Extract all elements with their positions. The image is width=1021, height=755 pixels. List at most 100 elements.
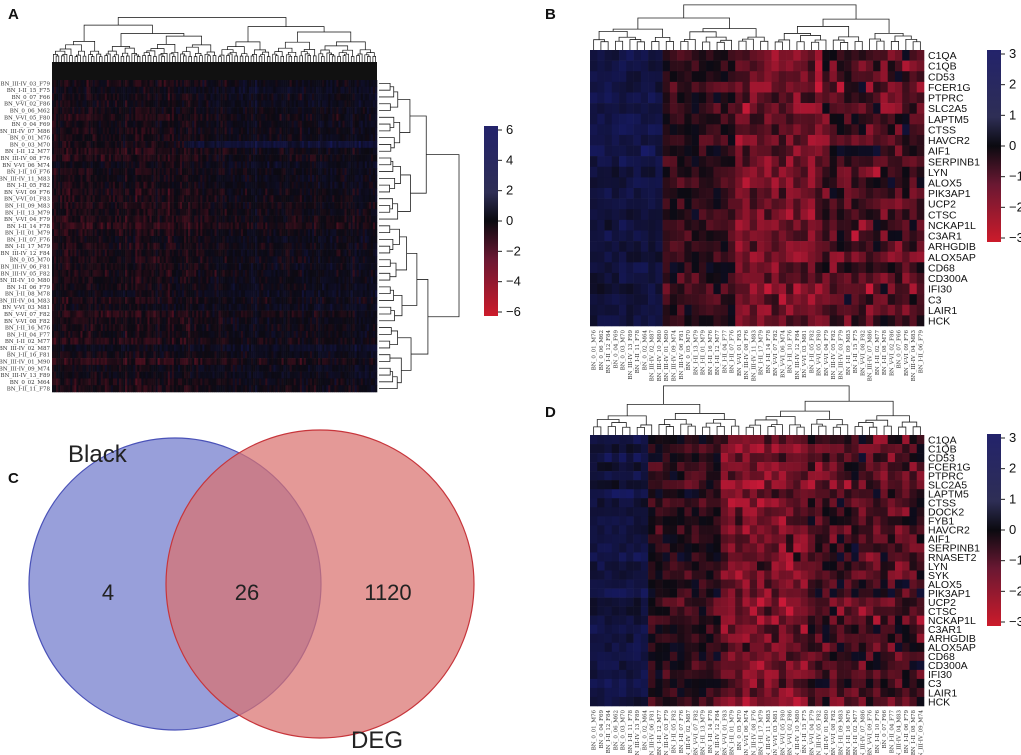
colorbar-tick-label: −1 xyxy=(1009,169,1021,184)
heatmap-b-sample-label: BN_I-II_11_F78 xyxy=(635,330,641,374)
heatmap-d-gene-label: AIF1 xyxy=(928,534,950,546)
heatmap-d-sample-label: BN_III-IV_13_F89 xyxy=(635,710,641,755)
heatmap-d-sample-label: BN_I-II_14_F78 xyxy=(708,710,714,754)
heatmap-a-row-label: BN_0_01_M76 xyxy=(10,136,51,142)
venn-diagram: Black DEG 4 26 1120 xyxy=(28,429,475,754)
heatmap-a-row-label: BN_III-IV_07_M86 xyxy=(0,129,50,135)
heatmap-d-gene-label: SLC2A5 xyxy=(928,480,967,492)
heatmap-b-gene-label: UCP2 xyxy=(928,199,956,211)
colorbar-d: 3 2 1 0 −1 −2 −3 xyxy=(987,430,1021,629)
heatmap-d-sample-label: BN_V-VI_01_F83 xyxy=(722,710,728,755)
heatmap-b-gene-label: CD68 xyxy=(928,262,955,274)
heatmap-d-sample-label: BN_I-II_16_M76 xyxy=(846,709,852,755)
heatmap-b-sample-label: BN_III-IV_10_M80 xyxy=(657,330,663,382)
colorbar-d-bar xyxy=(987,434,1001,626)
heatmap-d-sample-label: BN_III-IV_05_F82 xyxy=(817,710,823,755)
colorbar-tick-label: 1 xyxy=(1009,491,1016,506)
heatmap-d-sample-label: BN_III-IV_10_M80 xyxy=(795,710,801,755)
venn-count-deg-only: 1120 xyxy=(364,580,411,605)
heatmap-a-row-label: BN_I-II_16_M76 xyxy=(5,326,51,332)
heatmap-a-cells xyxy=(52,80,378,393)
heatmap-b-sample-label: BN_I-II_07_F76 xyxy=(730,330,736,374)
panel-label-a: A xyxy=(8,6,19,23)
heatmap-a-row-label: BN_0_03_M70 xyxy=(10,142,51,148)
venn-count-black-only: 4 xyxy=(102,580,114,605)
heatmap-d-gene-label: C3 xyxy=(928,678,942,690)
heatmap-b-gene-label: SLC2A5 xyxy=(928,103,967,115)
colorbar-tick-label: 4 xyxy=(506,152,513,167)
heatmap-d-sample-label: BN_III-IV_08_F76 xyxy=(751,710,757,755)
heatmap-a-row-label: BN_V-VI_08_F82 xyxy=(4,319,50,325)
heatmap-b-sample-label: BN_0_03_M70 xyxy=(621,330,627,371)
heatmap-b-dendrogram xyxy=(593,4,921,50)
heatmap-d-gene-label: SERPINB1 xyxy=(928,543,980,555)
heatmap-a-row-label: BN_I-II_09_M83 xyxy=(5,204,51,210)
heatmap-d-sample-label: BN_III-IV_11_M83 xyxy=(766,710,772,755)
heatmap-b-gene-label: CTSC xyxy=(928,209,957,221)
colorbar-tick-label: −3 xyxy=(1009,230,1021,245)
heatmap-b-sample-label: BN_III-IV_01_M90 xyxy=(664,330,670,382)
colorbar-tick-label: 3 xyxy=(1009,46,1016,61)
heatmap-b-sample-label: BN_V-VI_05_F80 xyxy=(817,330,823,376)
heatmap-d-gene-label: IFI30 xyxy=(928,669,952,681)
heatmap-b-gene-label: C3AR1 xyxy=(928,231,962,243)
heatmap-b-gene-label: AIF1 xyxy=(928,146,950,158)
heatmap-b-sample-label: BN_III-IV_09_M74 xyxy=(672,330,678,382)
heatmap-d-sample-label: BN_III-IV_06_F81 xyxy=(650,710,656,755)
heatmap-b-sample-label: BN_I-II_04_F77 xyxy=(722,330,728,374)
heatmap-b-gene-label: CD53 xyxy=(928,71,955,83)
heatmap-b-sample-label: BN_I-II_05_F82 xyxy=(810,330,816,373)
heatmap-b-sample-label: BN_I-II_12_M77 xyxy=(715,329,721,375)
heatmap-a-row-label: BN_III-IV_05_F82 xyxy=(1,271,50,277)
heatmap-d-gene-label: CD68 xyxy=(928,651,955,663)
heatmap-a-row-label: BN_V-VI_04_F79 xyxy=(4,217,50,223)
panel-label-d: D xyxy=(545,404,556,421)
heatmap-d-sample-label: BN_III-IV_04_M83 xyxy=(897,710,903,755)
heatmap-d-sample-label: BN_V-VI_05_F80 xyxy=(780,710,786,755)
heatmap-a-row-label: BN_III-IV_10_M80 xyxy=(0,278,50,284)
heatmap-b-sample-label: BN_0_05_M70 xyxy=(686,330,692,371)
heatmap-b-gene-label: HAVCR2 xyxy=(928,135,970,147)
heatmap-a-row-label: BN_I-II_15_F75 xyxy=(7,88,51,94)
heatmap-d-sample-label: BN_V-VI_02_F86 xyxy=(788,710,794,755)
heatmap-d-gene-label: RNASET2 xyxy=(928,552,977,564)
colorbar-tick-label: 0 xyxy=(1009,522,1016,537)
heatmap-b-sample-label: BN_0_04_F69 xyxy=(613,330,619,369)
heatmap-b-sample-label: BN_0_02_M64 xyxy=(643,330,649,371)
heatmap-d-gene-label: CTSS xyxy=(928,498,956,510)
heatmap-b-gene-label: SERPINB1 xyxy=(928,156,980,168)
heatmap-d-sample-label: BN_I-II_11_F78 xyxy=(628,710,634,754)
heatmap-d-cells xyxy=(590,435,925,707)
heatmap-b-gene-label: NCKAP1L xyxy=(928,220,976,232)
heatmap-a-row-label: BN_I-II_13_M79 xyxy=(5,210,51,216)
heatmap-d-gene-label: CTSC xyxy=(928,606,957,618)
heatmap-b-sample-label: BN_III-IV_12_F84 xyxy=(795,330,801,380)
heatmap-b-sample-label: BN_I-II_17_M79 xyxy=(759,329,765,375)
heatmap-d-gene-label: CD53 xyxy=(928,452,955,464)
heatmap-b-gene-label: CTSS xyxy=(928,124,956,136)
heatmap-d-sample-label: BN_III-IV_07_M86 xyxy=(860,710,866,755)
heatmap-d-gene-label: C3AR1 xyxy=(928,624,962,636)
heatmap-b-sample-label: BN_I-II_13_M79 xyxy=(693,329,699,375)
heatmap-b-gene-label: IFI30 xyxy=(928,284,952,296)
colorbar-tick-label: 6 xyxy=(506,122,513,137)
heatmap-d-sample-label: BN_I-II_05_F82 xyxy=(672,710,678,753)
heatmap-d-sample-label: BN_V-VI_06_M74 xyxy=(744,710,750,755)
heatmap-d-gene-label: LAPTM5 xyxy=(928,489,969,501)
heatmap-a-row-label: BN_V-VI_07_F82 xyxy=(4,312,50,318)
heatmap-d-sample-label: BN_I-II_02_M77 xyxy=(853,709,859,755)
heatmap-a-row-label: BN_III-IV_13_F89 xyxy=(1,373,51,379)
heatmap-d-sample-label: BN_I-II_01_M79 xyxy=(730,709,736,755)
heatmap-a-row-label: BN_V-VI_06_M74 xyxy=(2,163,50,169)
colorbar-tick-label: −4 xyxy=(506,274,521,289)
heatmap-b-sample-label: BN_I-II_09_M83 xyxy=(846,329,852,375)
heatmap-d-sample-label: BN_V-VI_08_F82 xyxy=(831,710,837,755)
heatmap-b-sample-label: BN_I-II_14_F78 xyxy=(766,330,772,374)
heatmap-b-gene-label: LAIR1 xyxy=(928,305,957,317)
heatmap-d-sample-label: BN_I-II_04_F77 xyxy=(889,710,895,754)
heatmap-a-row-label: BN_0_07_F66 xyxy=(12,95,51,101)
heatmap-b-sample-label: BN_I-II_10_F76 xyxy=(788,330,794,374)
heatmap-b-sample-label: BN_I-II_16_M76 xyxy=(708,329,714,375)
heatmap-b-sample-label: BN_III-IV_05_F82 xyxy=(831,330,837,379)
heatmap-d-sample-label: BN_0_02_M64 xyxy=(643,710,649,751)
